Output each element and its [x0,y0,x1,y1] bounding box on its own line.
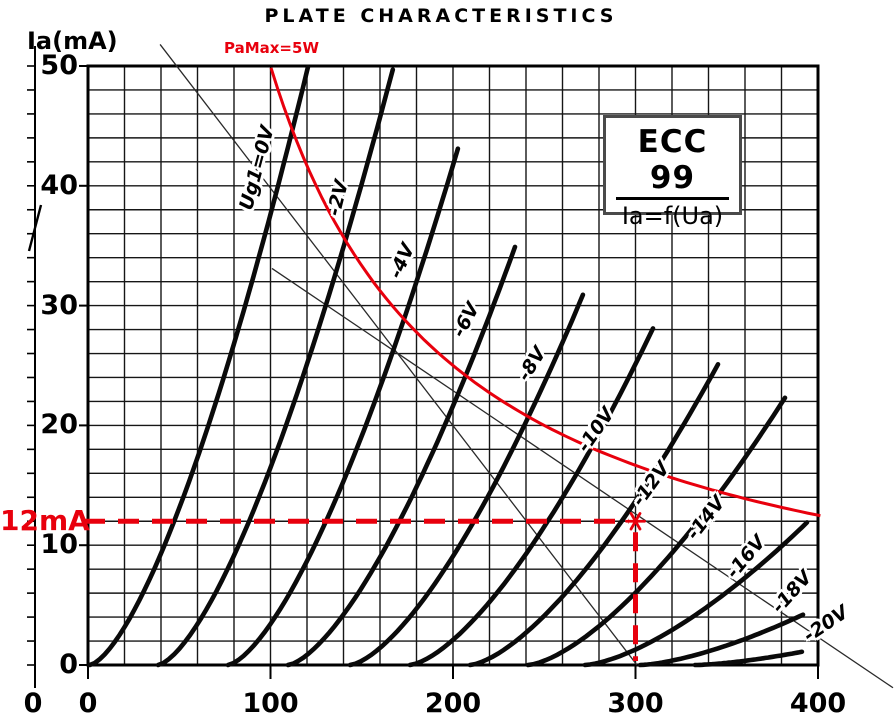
plate-curve-14V [525,395,788,668]
x-tick-label-200: 200 [424,688,482,719]
pamax-curve [269,67,821,518]
plate-curve-4V [225,146,461,668]
x-tick-label-100: 100 [242,688,299,719]
tube-function-label: Ia=f(Ua) [621,202,724,230]
y-tick-label-30: 30 [40,289,78,321]
operating-point-marker [629,512,642,531]
plate-curve-18V [637,612,806,668]
load-line-shallow [271,267,894,689]
plate-curve-10V [407,326,656,668]
y-tick-label-40: 40 [40,169,78,201]
pamax-curve-label: PaMax=5W [224,39,319,57]
operating-current-label: 12mA [0,504,90,537]
load-line-steep [159,44,638,666]
x-tick-label-400: 400 [789,688,847,719]
tube-name: ECC 99 [616,124,729,200]
x-tick-label-300: 300 [607,688,664,719]
plate-curve-12V [467,362,721,668]
tube-info-box: ECC 99 Ia=f(Ua) [603,115,742,230]
y-tick-label-0: 0 [59,649,78,680]
axis-break-mark [27,204,43,252]
plate-curve-Ug10V [87,64,311,668]
y-tick-label-50: 50 [40,50,78,81]
x-tick-label-0: 0 [78,688,98,719]
plate-curve-20V [692,649,805,668]
chart-title: PLATE CHARACTERISTICS [264,5,618,27]
plate-curve-8V [347,292,586,668]
x-axis-extra-zero-label: 0 [23,688,43,719]
plate-curve-16V [582,520,810,668]
plate-curve-6V [285,244,518,668]
plate-curve-2V [155,67,396,668]
y-tick-label-10: 10 [40,529,78,561]
y-tick-label-20: 20 [40,409,78,441]
y-axis-label: Ia(mA) [27,27,118,55]
